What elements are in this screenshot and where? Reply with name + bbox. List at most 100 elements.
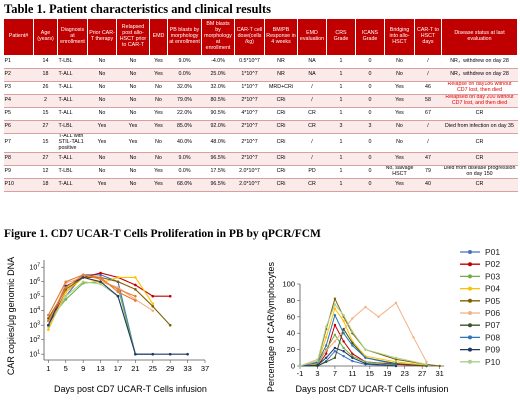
table-cell: NR [264,68,298,82]
table-cell: 2 [33,94,58,108]
table-cell: CR [441,178,518,192]
table-cell: CRi [264,178,298,192]
table-cell: 1 [326,152,356,166]
data-point [333,313,337,317]
data-point [351,330,354,333]
data-point [316,363,319,367]
data-point [342,332,345,335]
table-cell: No [87,94,117,108]
table-cell: Yes [149,107,168,121]
legend-marker [468,347,472,352]
column-header: Age (years) [33,18,58,56]
series-line [299,303,427,367]
table-cell: No [384,133,415,153]
series-line [47,274,136,322]
table-cell: No [149,152,168,166]
data-point [47,323,50,327]
table-cell: CRi [264,94,298,108]
table-cell: 32.0% [167,81,202,95]
table-cell: NA [297,55,327,69]
data-point [333,323,337,327]
figure-caption: Figure 1. CD7 UCAR-T Cells Proliferation… [4,228,321,240]
table-caption: Table 1. Patient characteristics and cli… [4,2,271,16]
table-cell: 48.0% [201,133,235,153]
x-tick-label: 9 [81,364,85,373]
legend-label: P07 [485,320,500,330]
data-point [342,327,345,331]
data-point [394,301,398,305]
table-cell: No [149,94,168,108]
y-tick-label: 104 [29,306,40,315]
legend-marker [468,335,472,340]
table-cell: 2*10^7 [234,94,265,108]
table-cell: T-LBL [57,55,88,69]
table-cell: Relapsed on day 200 without CD7 lost, an… [441,94,518,108]
table-row: P6 27 T-LBL Yes Yes Yes 85.0% 92.0% 2*10^7 CRi CR 3… [3,120,518,134]
table-cell: NR，withdrew on day 28 [441,68,518,82]
data-point [298,364,302,368]
table-cell: Yes [384,107,415,121]
table-row: P2 18 T-ALL No No Yes 0.0% 25.0% 1*10^7 NR NA 1 0 No /… [3,68,518,82]
table-cell: P4 [3,94,34,108]
table-cell: / [297,152,327,166]
y-tick-label: 106 [29,277,40,286]
data-point [394,360,398,364]
table-cell: 1 [326,81,356,95]
legend-marker [468,262,472,267]
table-cell: CR [297,107,327,121]
table-cell: No [116,152,150,166]
qpcr-chart: 101 102 103 104 105 106 107 1 5 9 13 17 21 25 29 33 37 CA… [6,257,209,394]
column-header: EMD evaluation [297,18,327,56]
x-tick-label: 15 [366,369,374,378]
data-point [333,297,337,300]
data-point [377,315,380,318]
table-cell: 32.0% [201,81,235,95]
table-cell: NR，withdrew on day 28 [441,55,518,69]
data-point [394,363,398,366]
table-cell: No [384,55,415,69]
data-point [394,358,398,361]
table-cell: 2.0*10^7 [234,165,265,179]
table-header-row: Patient# Age (years) Diagnosis at enrollme… [3,18,518,56]
data-point [168,323,172,327]
x-tick-label: 11 [348,369,356,378]
table-cell: 0 [355,81,385,95]
table-cell: 15 [33,133,58,153]
data-point [364,348,367,351]
table-cell: CRi [264,133,298,153]
table-row: P9 12 T-LBL No No Yes 0.0% 17.5% 2.0*10^7 CRi PD 1 0… [3,165,518,179]
column-header: Diagnosis at enrollment [57,18,88,56]
table-cell: Yes [116,133,150,153]
legend-label: P04 [485,284,500,294]
legend-label: P09 [485,345,500,355]
table-cell: 1 [326,55,356,69]
table-cell: 2*10^7 [234,133,265,153]
y-tick-label: 20 [287,345,295,354]
table-cell: No [87,55,117,69]
data-point [333,340,337,343]
series-line [47,274,136,316]
legend-label: P02 [485,259,500,269]
table-cell: 80.5% [201,94,235,108]
table-row: P4 2 T-ALL No No No 79.0% 80.5% 2*10^7 CRi/1 0 Yes 5… [3,94,518,108]
data-point [425,360,428,364]
table-cell: No [116,68,150,82]
legend-label: P01 [485,247,500,257]
data-point [324,344,328,347]
data-point [316,359,319,363]
table-body: P1 14 T-LBL No No Yes 9.0% -4.0% 0.5*10^7 NR NA 1 0 N… [3,55,518,192]
table-cell: / [297,81,327,95]
data-point [425,364,428,368]
x-tick-label: 33 [183,364,191,373]
table-cell: 79 [414,165,442,179]
column-header: Bridging into allo-HSCT [384,18,415,56]
data-point [438,364,441,368]
y-tick-label: 80 [287,296,295,305]
x-tick-label: 13 [96,364,104,373]
legend-marker [468,359,472,364]
table-cell: 4*10^7 [234,107,265,121]
table-cell: 9.0% [167,55,202,69]
patient-table: Patient# Age (years) Diagnosis at enrollme… [3,18,518,192]
data-point [394,364,398,368]
data-point [47,328,50,331]
